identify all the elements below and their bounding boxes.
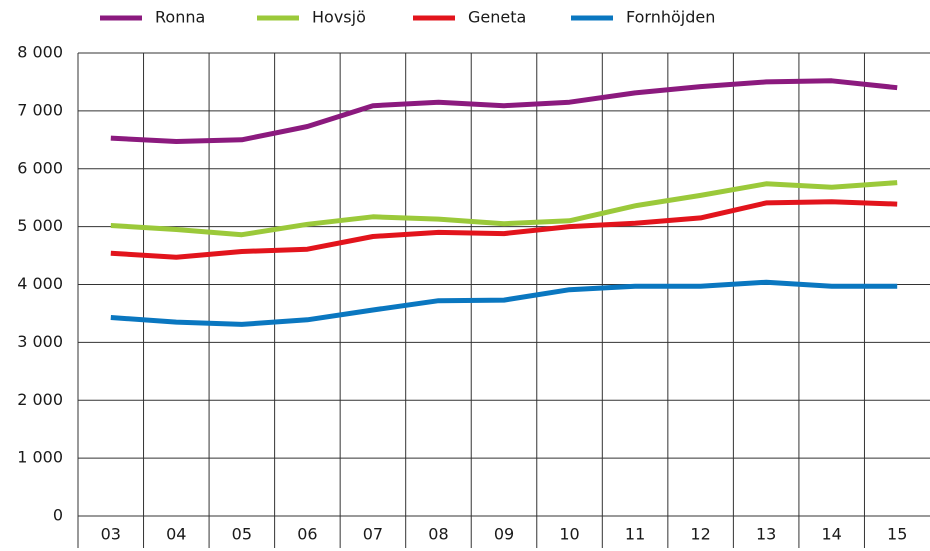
legend-label: Geneta [468,8,526,27]
line-series [110,78,898,144]
x-tick-label: 03 [101,525,121,544]
x-tick-label: 05 [232,525,252,544]
x-tick-label: 14 [822,525,842,544]
legend-label: Fornhöjden [626,8,715,27]
y-tick-label: 6 000 [17,158,63,177]
y-tick-label: 1 000 [17,448,63,467]
x-tick-label: 08 [428,525,448,544]
y-tick-label: 7 000 [17,100,63,119]
x-tick-label: 12 [690,525,710,544]
y-tick-label: 2 000 [17,390,63,409]
y-tick-label: 3 000 [17,332,63,351]
x-tick-label: 11 [625,525,645,544]
y-tick-label: 8 000 [17,43,63,62]
legend-label: Hovsjö [312,8,366,27]
line-series [110,199,898,260]
x-tick-label: 15 [887,525,907,544]
x-tick-label: 06 [297,525,317,544]
line-series [110,279,898,327]
line-series [110,180,898,238]
x-tick-label: 13 [756,525,776,544]
y-tick-label: 5 000 [17,216,63,235]
x-tick-label: 10 [559,525,579,544]
y-tick-label: 0 [53,506,63,525]
x-tick-label: 07 [363,525,383,544]
x-tick-label: 04 [166,525,186,544]
y-tick-label: 4 000 [17,274,63,293]
x-tick-label: 09 [494,525,514,544]
legend-label: Ronna [155,8,205,27]
